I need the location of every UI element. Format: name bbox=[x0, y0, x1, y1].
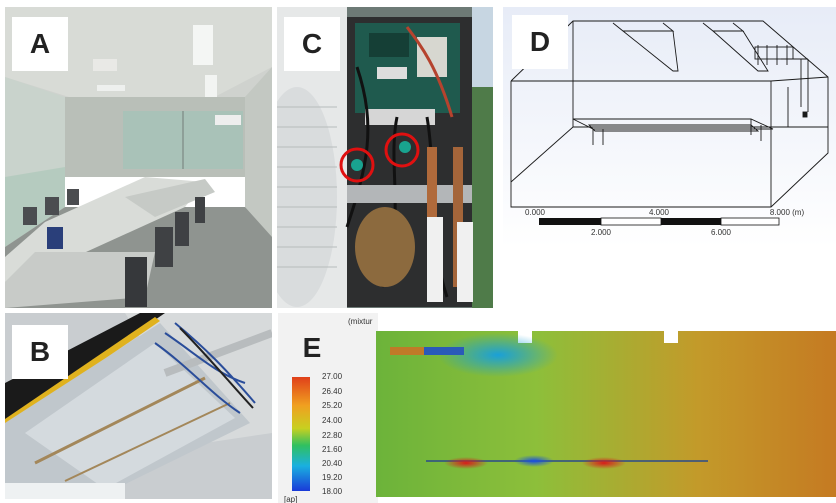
title-fragment: (mixtur bbox=[348, 317, 373, 326]
panel-c-outdoor-unit-photo: C bbox=[277, 7, 493, 308]
scale-tick-2: 2.000 bbox=[591, 228, 612, 237]
legend-value-25-20: 25.20 bbox=[322, 401, 343, 410]
legend-unit: [ap] bbox=[284, 495, 297, 503]
scale-tick-8: 8.000 (m) bbox=[770, 208, 805, 217]
panel-a-label: A bbox=[12, 17, 68, 71]
legend-value-19-20: 19.20 bbox=[322, 473, 343, 482]
panel-e-temperature-contour: (mixtur 27.00 26.40 25.20 24.00 22.80 21… bbox=[278, 313, 836, 503]
scale-tick-6: 6.000 bbox=[711, 228, 732, 237]
panel-e-label: E bbox=[302, 332, 322, 363]
legend-value-24-00: 24.00 bbox=[322, 416, 343, 425]
legend-value-26-40: 26.40 bbox=[322, 387, 343, 396]
legend-value-18-00: 18.00 bbox=[322, 487, 343, 496]
legend-value-20-40: 20.40 bbox=[322, 459, 343, 468]
panel-a-classroom-photo: A bbox=[5, 7, 272, 308]
panel-d-geometry-model: 0.000 4.000 8.000 (m) 2.000 6.000 D bbox=[503, 7, 836, 247]
legend-value-27-00: 27.00 bbox=[322, 372, 343, 381]
legend-colorbar bbox=[292, 377, 310, 491]
panel-c-label: C bbox=[284, 17, 340, 71]
panel-b-label: B bbox=[12, 325, 68, 379]
sensor-highlight-circle-left bbox=[339, 147, 375, 183]
panel-d-label: D bbox=[512, 15, 568, 69]
legend-value-22-80: 22.80 bbox=[322, 431, 343, 440]
legend-value-21-60: 21.60 bbox=[322, 445, 343, 454]
sensor-highlight-circle-right bbox=[384, 132, 420, 168]
scale-tick-0: 0.000 bbox=[525, 208, 546, 217]
panel-b-ceiling-diffuser-photo: B bbox=[5, 313, 272, 499]
scale-tick-4: 4.000 bbox=[649, 208, 670, 217]
